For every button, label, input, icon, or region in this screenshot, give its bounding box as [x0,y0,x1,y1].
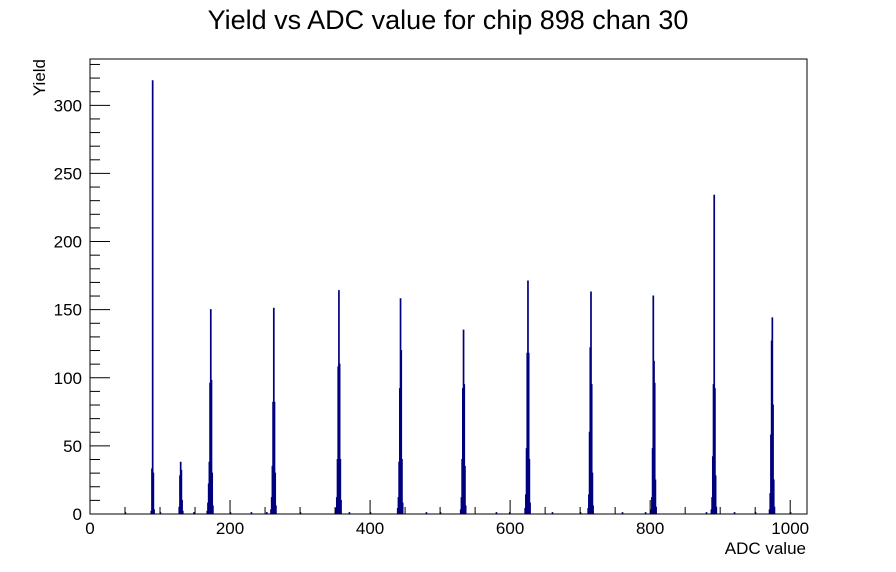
histogram-bin [401,459,403,514]
chart-title: Yield vs ADC value for chip 898 chan 30 [208,5,689,35]
histogram-bin [274,472,277,514]
y-axis-label: Yield [30,59,49,96]
histogram-bin [265,512,268,514]
x-axis-label: ADC value [725,539,806,558]
histogram-bin [425,512,428,514]
histogram-bin [653,382,656,514]
histogram-bin [464,465,466,514]
histogram-bin [714,388,716,514]
axes: 0 200 400 600 800 1000 0 50 100 150 200 250 300 [54,63,809,538]
histogram-bin [621,512,624,514]
y-tick-label: 150 [54,301,82,320]
histogram-bin [211,472,214,514]
histogram-bin [705,512,708,514]
x-tick-label: 600 [496,519,524,538]
histogram-bin [644,512,647,514]
histogram-bin [495,512,498,514]
histogram-bin [551,512,554,514]
histogram-bin [655,506,657,514]
histogram-bin [180,469,183,514]
histogram-bin [340,499,342,514]
histogram-bin [527,352,530,514]
histogram-bin [464,505,467,514]
histogram-bin [713,194,716,514]
histogram-bin [400,350,403,514]
histogram-bin [210,380,213,514]
histogram-bin [273,401,276,514]
histogram-bin [275,505,277,514]
histogram-bin [773,506,776,514]
plot-frame [89,58,808,515]
histogram-bin [153,509,155,514]
y-tick-label: 300 [54,96,82,115]
x-tick-label: 0 [85,519,94,538]
histogram-bin [348,512,351,514]
x-tick-label: 200 [216,519,244,538]
histogram-bin [591,472,594,514]
y-tick-label: 250 [54,164,82,183]
histogram-bin [590,384,593,514]
histogram-bin [401,502,404,514]
histogram-bin [151,80,154,514]
histogram-bin [772,404,774,514]
y-tick-label: 50 [63,437,82,456]
x-tick-label: 1000 [771,519,809,538]
histogram-bin [193,512,195,514]
histogram-bin [212,505,214,514]
histogram-bin [715,506,718,514]
histogram-bin [181,499,183,514]
histogram-bin [339,459,342,514]
histogram-bin [529,502,531,514]
histogram-bin [152,472,155,514]
x-tick-label: 800 [636,519,664,538]
histogram-bin [338,363,341,514]
histogram-series [124,80,792,514]
histogram-bin [714,475,717,514]
histogram-bin [463,384,466,514]
histogram-bin [654,479,657,514]
histogram-bin [733,512,736,514]
x-tick-label: 400 [356,519,384,538]
histogram-bin [772,479,775,514]
histogram-bin [528,459,531,514]
y-tick-label: 100 [54,369,82,388]
histogram-bin [592,505,594,514]
histogram-bin [250,512,253,514]
y-tick-label: 200 [54,233,82,252]
histogram-bin [181,510,184,514]
y-tick-label: 0 [73,505,82,524]
